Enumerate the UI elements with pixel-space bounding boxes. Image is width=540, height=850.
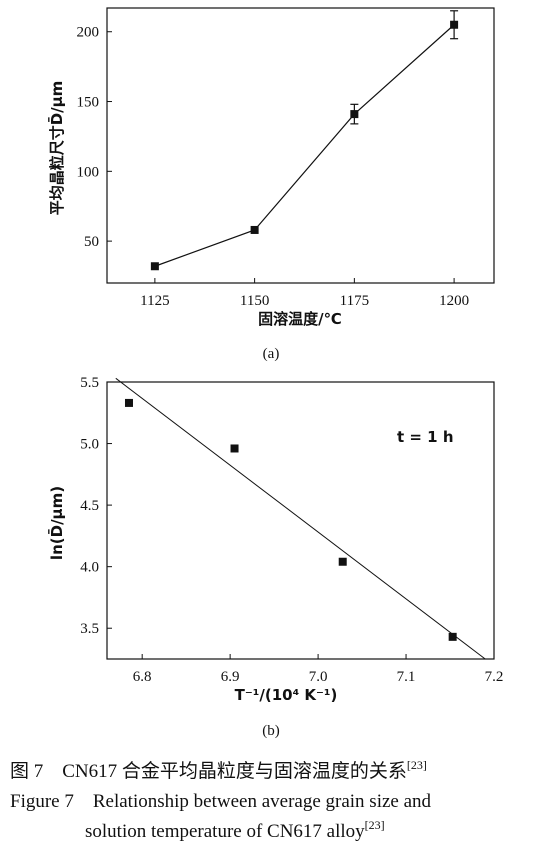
data-point [350,110,359,119]
chart-a: 1125 1150 1175 1200 50 100 150 200 固溶温度/℃ 平均晶粒尺… [46,7,495,362]
chart-b-frame [106,381,495,660]
x-tick-label: 7.2 [485,669,504,685]
data-point [338,557,347,566]
x-tick-label: 1200 [439,293,469,309]
caption-en-ref: [23] [365,818,385,832]
x-tick-label: 6.9 [221,669,240,685]
y-tick-label: 100 [77,164,100,180]
fit-line [115,377,486,660]
y-tick-label: 150 [77,95,100,111]
data-point [230,444,239,453]
x-tick-label: 7.1 [397,669,416,685]
y-tick-label: 5.0 [80,437,99,453]
x-tick-label: 1150 [240,293,269,309]
data-point [450,20,459,29]
caption-en-line2: solution temperature of CN617 alloy[23] [85,818,385,842]
chart-a-panel-label: (a) [263,346,280,362]
chart-b: 6.8 6.9 7.0 7.1 7.2 3.5 4.0 4.5 5.0 5.5 t = 1 h T… [46,375,503,739]
data-point [124,398,133,407]
data-point [448,632,457,641]
data-point [150,262,159,271]
figure-caption: 图 7 CN617 合金平均晶粒度与固溶温度的关系[23] Figure 7 R… [10,758,432,842]
data-point [250,225,259,234]
caption-zh-ref: [23] [407,758,427,772]
x-tick-label: 7.0 [309,669,328,685]
y-tick-label: 4.0 [80,560,99,576]
chart-b-panel-label: (b) [262,723,280,739]
chart-b-ylabel: ln(D̄/μm) [46,486,66,560]
y-tick-label: 50 [84,234,99,250]
chart-b-xlabel: T⁻¹/(10⁴ K⁻¹) [235,686,338,704]
caption-zh: 图 7 CN617 合金平均晶粒度与固溶温度的关系[23] [10,758,427,782]
series-line [154,24,455,267]
chart-a-ylabel: 平均晶粒尺寸D̄/μm [46,81,66,216]
chart-a-xlabel: 固溶温度/℃ [258,310,342,328]
x-tick-label: 6.8 [133,669,152,685]
y-tick-label: 3.5 [80,621,99,637]
chart-b-annotation: t = 1 h [397,428,454,446]
y-tick-label: 4.5 [80,498,99,514]
x-tick-label: 1125 [140,293,169,309]
y-tick-label: 200 [77,25,100,41]
x-tick-label: 1175 [340,293,369,309]
chart-a-frame [106,7,495,284]
caption-zh-text: 图 7 CN617 合金平均晶粒度与固溶温度的关系 [10,760,407,782]
caption-en-line1: Figure 7 Relationship between average gr… [10,791,432,812]
y-tick-label: 5.5 [80,375,99,391]
caption-en-line2-text: solution temperature of CN617 alloy [85,821,365,842]
